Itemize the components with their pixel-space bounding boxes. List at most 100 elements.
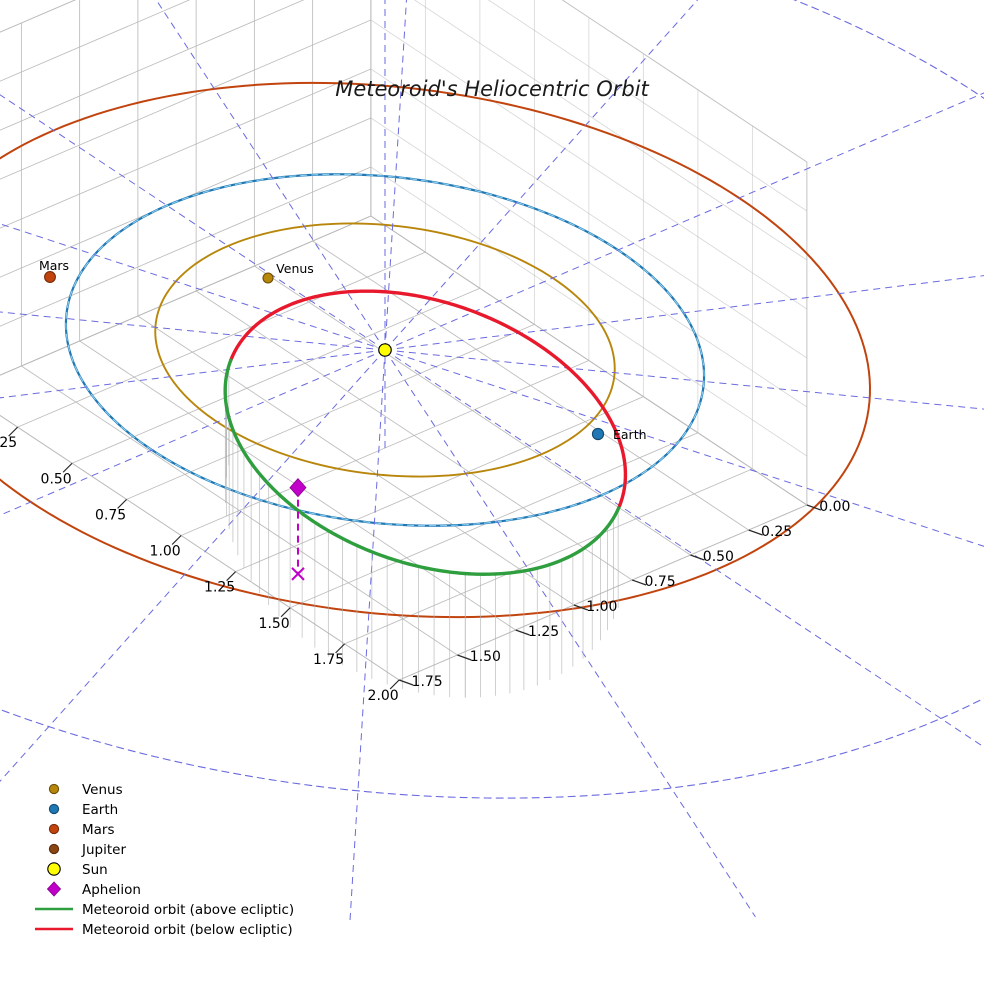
grid-line — [137, 315, 575, 606]
grid-line — [0, 68, 372, 229]
planet-annotations: Mars Venus Earth — [39, 258, 647, 442]
meteoroid-below-ecliptic — [229, 289, 628, 508]
grid-line — [0, 215, 372, 376]
aphelion-marker — [289, 478, 307, 498]
tick-mark — [806, 504, 822, 511]
y-tick-2: 0.50 — [703, 549, 734, 565]
legend-marker-swatch — [46, 881, 62, 897]
y-tick-5: 1.25 — [528, 624, 559, 640]
scene-3d — [0, 0, 984, 921]
x-tick-5: 1.50 — [259, 616, 290, 632]
legend-marker-swatch — [48, 823, 60, 835]
meteoroid-stem-lines — [224, 365, 619, 698]
x-tick-1: 0.50 — [41, 471, 72, 487]
legend-label: Aphelion — [82, 882, 141, 898]
legend-label: Sun — [82, 862, 108, 878]
meteoroid-above-ecliptic — [223, 358, 467, 576]
reference-ray — [384, 349, 984, 410]
x-tick-7: 2.00 — [368, 688, 399, 704]
grid-line — [561, 0, 808, 163]
tick-mark — [748, 529, 763, 536]
legend-marker-swatch — [48, 783, 60, 795]
planet-orbits — [0, 0, 984, 799]
tick-mark — [690, 554, 705, 561]
grid-line — [0, 19, 372, 180]
tick-mark — [389, 679, 400, 690]
grid-line — [126, 323, 535, 500]
meteoroid-above-ecliptic — [463, 503, 622, 576]
grid-line — [235, 396, 644, 573]
grid-line — [0, 0, 191, 82]
x-tick-3: 1.00 — [150, 544, 181, 560]
meteoroid-orbit — [223, 289, 628, 576]
tick-mark — [171, 535, 182, 545]
grid-line — [370, 215, 808, 506]
x-tick-2: 0.75 — [95, 507, 126, 523]
grid-line — [71, 287, 481, 464]
legend-item[interactable]: Venus — [48, 782, 123, 798]
grid-line — [413, 0, 808, 261]
grid-line — [487, 0, 808, 212]
sun-marker — [378, 343, 392, 357]
x-tick-4: 1.25 — [204, 580, 235, 596]
legend-label: Venus — [82, 782, 123, 798]
reference-ray — [0, 349, 386, 783]
legend-item[interactable]: Sun — [47, 862, 108, 878]
reference-ray — [155, 0, 386, 351]
legend-label: Meteoroid orbit (above ecliptic) — [82, 902, 294, 918]
legend-label: Jupiter — [81, 842, 126, 858]
legend-label: Earth — [82, 802, 118, 818]
legend-item[interactable]: Earth — [48, 802, 118, 818]
grid-line — [370, 68, 808, 359]
chart-title: Meteoroid's Heliocentric Orbit — [335, 77, 649, 101]
tick-mark — [335, 643, 346, 654]
earth-marker — [591, 427, 605, 441]
grid-line — [370, 19, 808, 310]
x-tick-6: 1.75 — [313, 652, 344, 668]
legend-item[interactable]: Jupiter — [48, 842, 126, 858]
chart-legend[interactable]: Venus Earth Mars Jupiter Sun Aphelion Meteoroi… — [35, 782, 294, 938]
reference-ray — [384, 349, 984, 547]
grid-line — [344, 468, 753, 645]
reference-ray — [384, 275, 984, 351]
grid-line — [289, 432, 699, 609]
earth-label: Earth — [613, 427, 647, 442]
legend-item[interactable]: Meteoroid orbit (above ecliptic) — [35, 902, 294, 918]
legend-label: Mars — [82, 822, 115, 838]
reference-ray — [384, 349, 756, 918]
tick-mark — [226, 571, 237, 582]
tick-marks — [8, 426, 822, 690]
grid-line — [0, 0, 305, 131]
aphelion-ground-marker — [291, 567, 305, 581]
tick-mark — [631, 579, 647, 586]
tick-mark — [573, 604, 589, 611]
legend-marker-swatch — [48, 803, 60, 815]
venus-marker — [262, 272, 274, 284]
mars-label: Mars — [39, 258, 69, 273]
grid-line — [195, 290, 633, 581]
grid-line — [398, 504, 808, 681]
grid-lines — [0, 0, 808, 681]
tick-mark — [280, 607, 291, 618]
y-tick-4: 1.00 — [586, 599, 617, 615]
x-tick-0: 0.25 — [0, 435, 17, 451]
legend-item[interactable]: Aphelion — [46, 881, 141, 898]
mars-marker — [44, 271, 56, 283]
tick-mark — [8, 426, 19, 437]
tick-mark — [457, 654, 472, 661]
tick-mark — [117, 498, 128, 509]
ecliptic-reference-rays — [0, 0, 984, 921]
grid-line — [370, 166, 808, 457]
axis-tick-labels: 1.251.000.750.500.250.00-0.25-0.500.250.… — [0, 435, 850, 704]
legend-marker-swatch — [47, 862, 61, 876]
grid-line — [0, 0, 77, 33]
tick-mark — [515, 629, 530, 636]
tick-mark — [398, 679, 414, 686]
y-tick-0: 0.00 — [819, 499, 850, 515]
y-tick-1: 0.25 — [761, 524, 792, 540]
y-tick-7: 1.75 — [412, 674, 443, 690]
legend-item[interactable]: Meteoroid orbit (below ecliptic) — [35, 922, 293, 938]
legend-item[interactable]: Mars — [48, 822, 115, 838]
reference-ray — [384, 0, 699, 351]
